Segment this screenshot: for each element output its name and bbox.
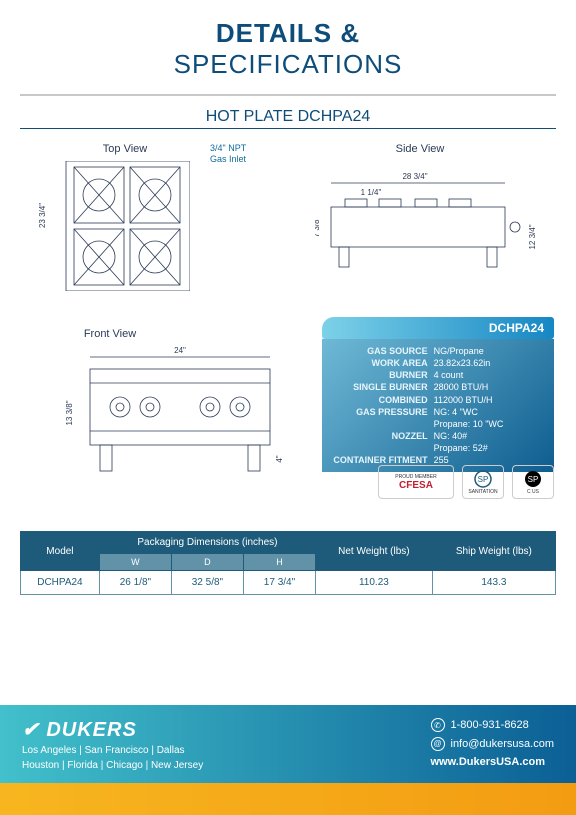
footer-loc2: Houston | Florida | Chicago | New Jersey [22,759,431,772]
th-model: Model [21,532,100,571]
table-row: DCHPA24 26 1/8" 32 5/8" 17 3/4" 110.23 1… [21,571,556,595]
front-view-diagram: 24" 13 3/8" 4" [60,343,280,473]
spec-value: NG: 4 "WC [434,406,546,418]
header-title-1: DETAILS & [0,18,576,49]
header-title-2: SPECIFICATIONS [0,49,576,80]
spec-label [330,418,434,430]
footer-phone-row: ✆ 1-800-931-8628 [431,716,555,735]
footer-phone: 1-800-931-8628 [451,716,529,735]
cfesa-badge: PROUD MEMBER CFESA [378,465,454,499]
svg-text:13 3/8": 13 3/8" [65,400,74,425]
email-icon: @ [431,737,445,751]
th-d: D [171,554,243,571]
svg-text:7 3/8": 7 3/8" [315,217,321,238]
side-width-dim: 28 3/4" [402,172,427,181]
footer-web: www.DukersUSA.com [431,753,546,772]
th-h: H [243,554,315,571]
brand-text: DUKERS [46,719,136,741]
footer-web-row: www.DukersUSA.com [431,753,555,772]
spec-value: NG: 40# [434,430,546,442]
gas-inlet-label: 3/4" NPT Gas Inlet [210,143,246,165]
spec-value: Propane: 52# [434,442,546,454]
csa-cus-badge: SP C US [512,465,554,499]
svg-text:SP: SP [478,475,489,484]
page-header: DETAILS & SPECIFICATIONS [0,0,576,90]
csa2-label: C US [527,489,539,495]
cert-row: PROUD MEMBER CFESA SP SANITATION SP C US [378,465,554,499]
spec-value: 28000 BTU/H [434,381,546,393]
svg-text:4": 4" [275,455,284,462]
td-model: DCHPA24 [21,571,100,595]
spec-row: NOZZELNG: 40# [330,430,546,442]
spec-label: GAS SOURCE [330,345,434,357]
footer-email: info@dukersusa.com [451,735,555,754]
spec-row: COMBINED112000 BTU/H [330,394,546,406]
spec-row: GAS PRESSURENG: 4 "WC [330,406,546,418]
spec-label: WORK AREA [330,357,434,369]
product-title: HOT PLATE DCHPA24 [20,96,556,129]
spec-label: SINGLE BURNER [330,381,434,393]
spec-row: Propane: 10 "WC [330,418,546,430]
packaging-table: Model Packaging Dimensions (inches) Net … [20,531,556,595]
gas-inlet-line2: Gas Inlet [210,154,246,165]
footer-left: ✔ DUKERS Los Angeles | San Francisco | D… [22,717,431,772]
spec-label [330,442,434,454]
phone-icon: ✆ [431,718,445,732]
td-d: 32 5/8" [171,571,243,595]
spec-label: GAS PRESSURE [330,406,434,418]
th-w: W [99,554,171,571]
csa1-label: SANITATION [468,489,497,495]
front-view-label: Front View [60,328,160,340]
svg-text:12 3/4": 12 3/4" [528,224,537,249]
spec-row: SINGLE BURNER28000 BTU/H [330,381,546,393]
spec-value: 112000 BTU/H [434,394,546,406]
spec-value: Propane: 10 "WC [434,418,546,430]
spec-body: GAS SOURCENG/PropaneWORK AREA23.82x23.62… [322,339,554,472]
th-pkg: Packaging Dimensions (inches) [99,532,315,554]
spec-row: GAS SOURCENG/Propane [330,345,546,357]
svg-text:24": 24" [174,346,186,355]
footer-email-row: @ info@dukersusa.com [431,735,555,754]
td-ship: 143.3 [432,571,555,595]
th-ship: Ship Weight (lbs) [432,532,555,571]
csa-sanitation-badge: SP SANITATION [462,465,504,499]
side-view-diagram: 28 3/4" 1 1/4" 7 3/8" 12 3/4" [315,171,525,271]
spec-value: NG/Propane [434,345,546,357]
footer-brand: ✔ DUKERS [22,717,431,742]
top-view-diagram: 23 3/4" [60,161,190,291]
svg-text:SP: SP [528,475,539,484]
spec-header: DCHPA24 [322,317,554,339]
th-net: Net Weight (lbs) [316,532,433,571]
top-view-label: Top View [60,143,190,155]
cfesa-text: CFESA [399,480,433,491]
footer-band: ✔ DUKERS Los Angeles | San Francisco | D… [0,705,576,783]
td-h: 17 3/4" [243,571,315,595]
spec-row: BURNER4 count [330,369,546,381]
spec-box: DCHPA24 GAS SOURCENG/PropaneWORK AREA23.… [322,317,554,472]
diagrams-area: 3/4" NPT Gas Inlet Top View 23 3/4" Side… [0,143,576,523]
td-net: 110.23 [316,571,433,595]
spec-label: BURNER [330,369,434,381]
top-depth-dim: 23 3/4" [38,203,47,228]
bottom-bar [0,783,576,815]
footer-loc1: Los Angeles | San Francisco | Dallas [22,744,431,757]
gas-inlet-line1: 3/4" NPT [210,143,246,154]
spec-value: 4 count [434,369,546,381]
side-gap-dim: 1 1/4" [361,188,382,197]
spec-row: Propane: 52# [330,442,546,454]
td-w: 26 1/8" [99,571,171,595]
brand-icon: ✔ [22,719,40,741]
footer-right: ✆ 1-800-931-8628 @ info@dukersusa.com ww… [431,716,555,772]
spec-row: WORK AREA23.82x23.62in [330,357,546,369]
spec-label: NOZZEL [330,430,434,442]
side-view-label: Side View [340,143,500,155]
spec-value: 23.82x23.62in [434,357,546,369]
spec-label: COMBINED [330,394,434,406]
